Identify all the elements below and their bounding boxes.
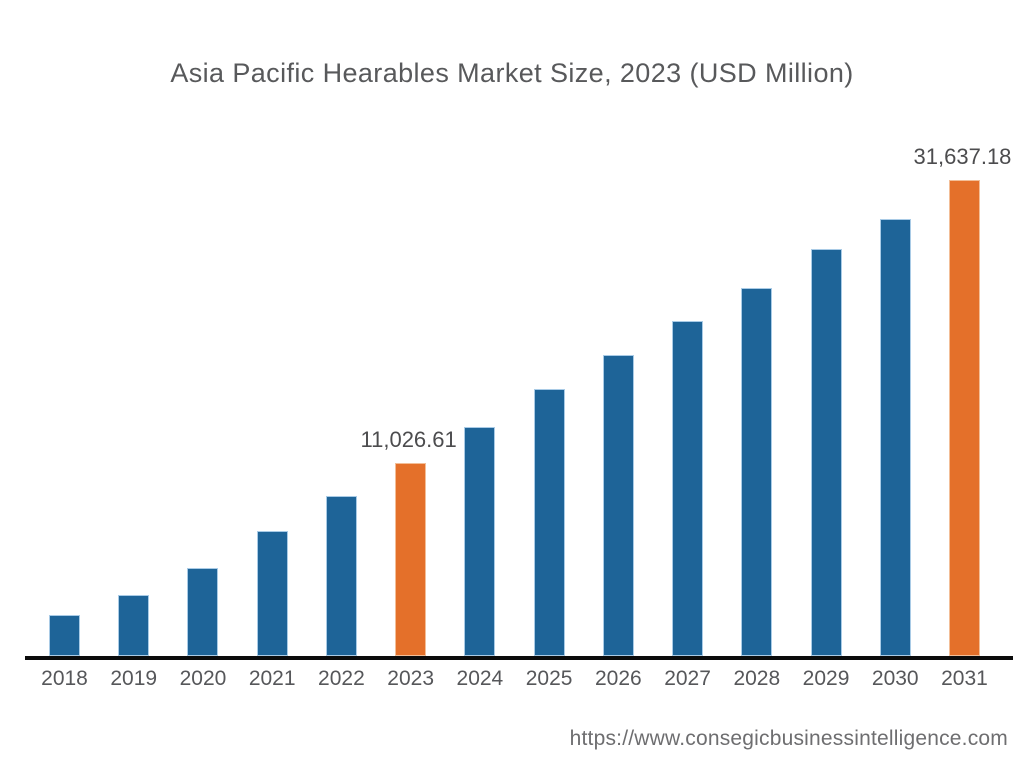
bar-2018 <box>49 615 80 656</box>
source-url: https://www.consegicbusinessintelligence… <box>569 727 1008 750</box>
x-tick-2024: 2024 <box>456 667 504 690</box>
bar-2031 <box>948 180 980 656</box>
bar-2028 <box>741 288 773 656</box>
bar-2027 <box>672 321 704 656</box>
chart-title: Asia Pacific Hearables Market Size, 2023… <box>170 58 854 88</box>
x-tick-2025: 2025 <box>525 667 573 690</box>
bar-2024 <box>464 427 496 656</box>
x-tick-2029: 2029 <box>802 667 850 690</box>
bar-2026 <box>602 355 634 656</box>
x-tick-2021: 2021 <box>248 667 296 690</box>
bar-2020 <box>187 568 219 656</box>
bar-2022 <box>325 496 357 656</box>
x-axis-line <box>25 656 1013 660</box>
x-tick-2028: 2028 <box>733 667 781 690</box>
x-tick-2023: 2023 <box>387 667 434 690</box>
bar-2019 <box>118 595 150 656</box>
x-tick-2018: 2018 <box>41 667 88 690</box>
x-tick-2030: 2030 <box>871 667 919 690</box>
bar-2025 <box>533 389 565 656</box>
x-tick-2020: 2020 <box>179 667 227 690</box>
x-tick-2026: 2026 <box>594 667 642 690</box>
x-tick-2031: 2031 <box>941 667 988 690</box>
bar-2030 <box>879 219 911 656</box>
x-tick-2019: 2019 <box>110 667 158 690</box>
data-label-2023: 11,026.61 <box>360 427 457 452</box>
bar-2021 <box>256 531 288 656</box>
bar-2029 <box>810 249 842 656</box>
data-label-2031: 31,637.18 <box>913 144 1012 169</box>
x-tick-2022: 2022 <box>318 667 365 690</box>
x-tick-2027: 2027 <box>664 667 711 690</box>
bar-2023 <box>395 463 427 656</box>
